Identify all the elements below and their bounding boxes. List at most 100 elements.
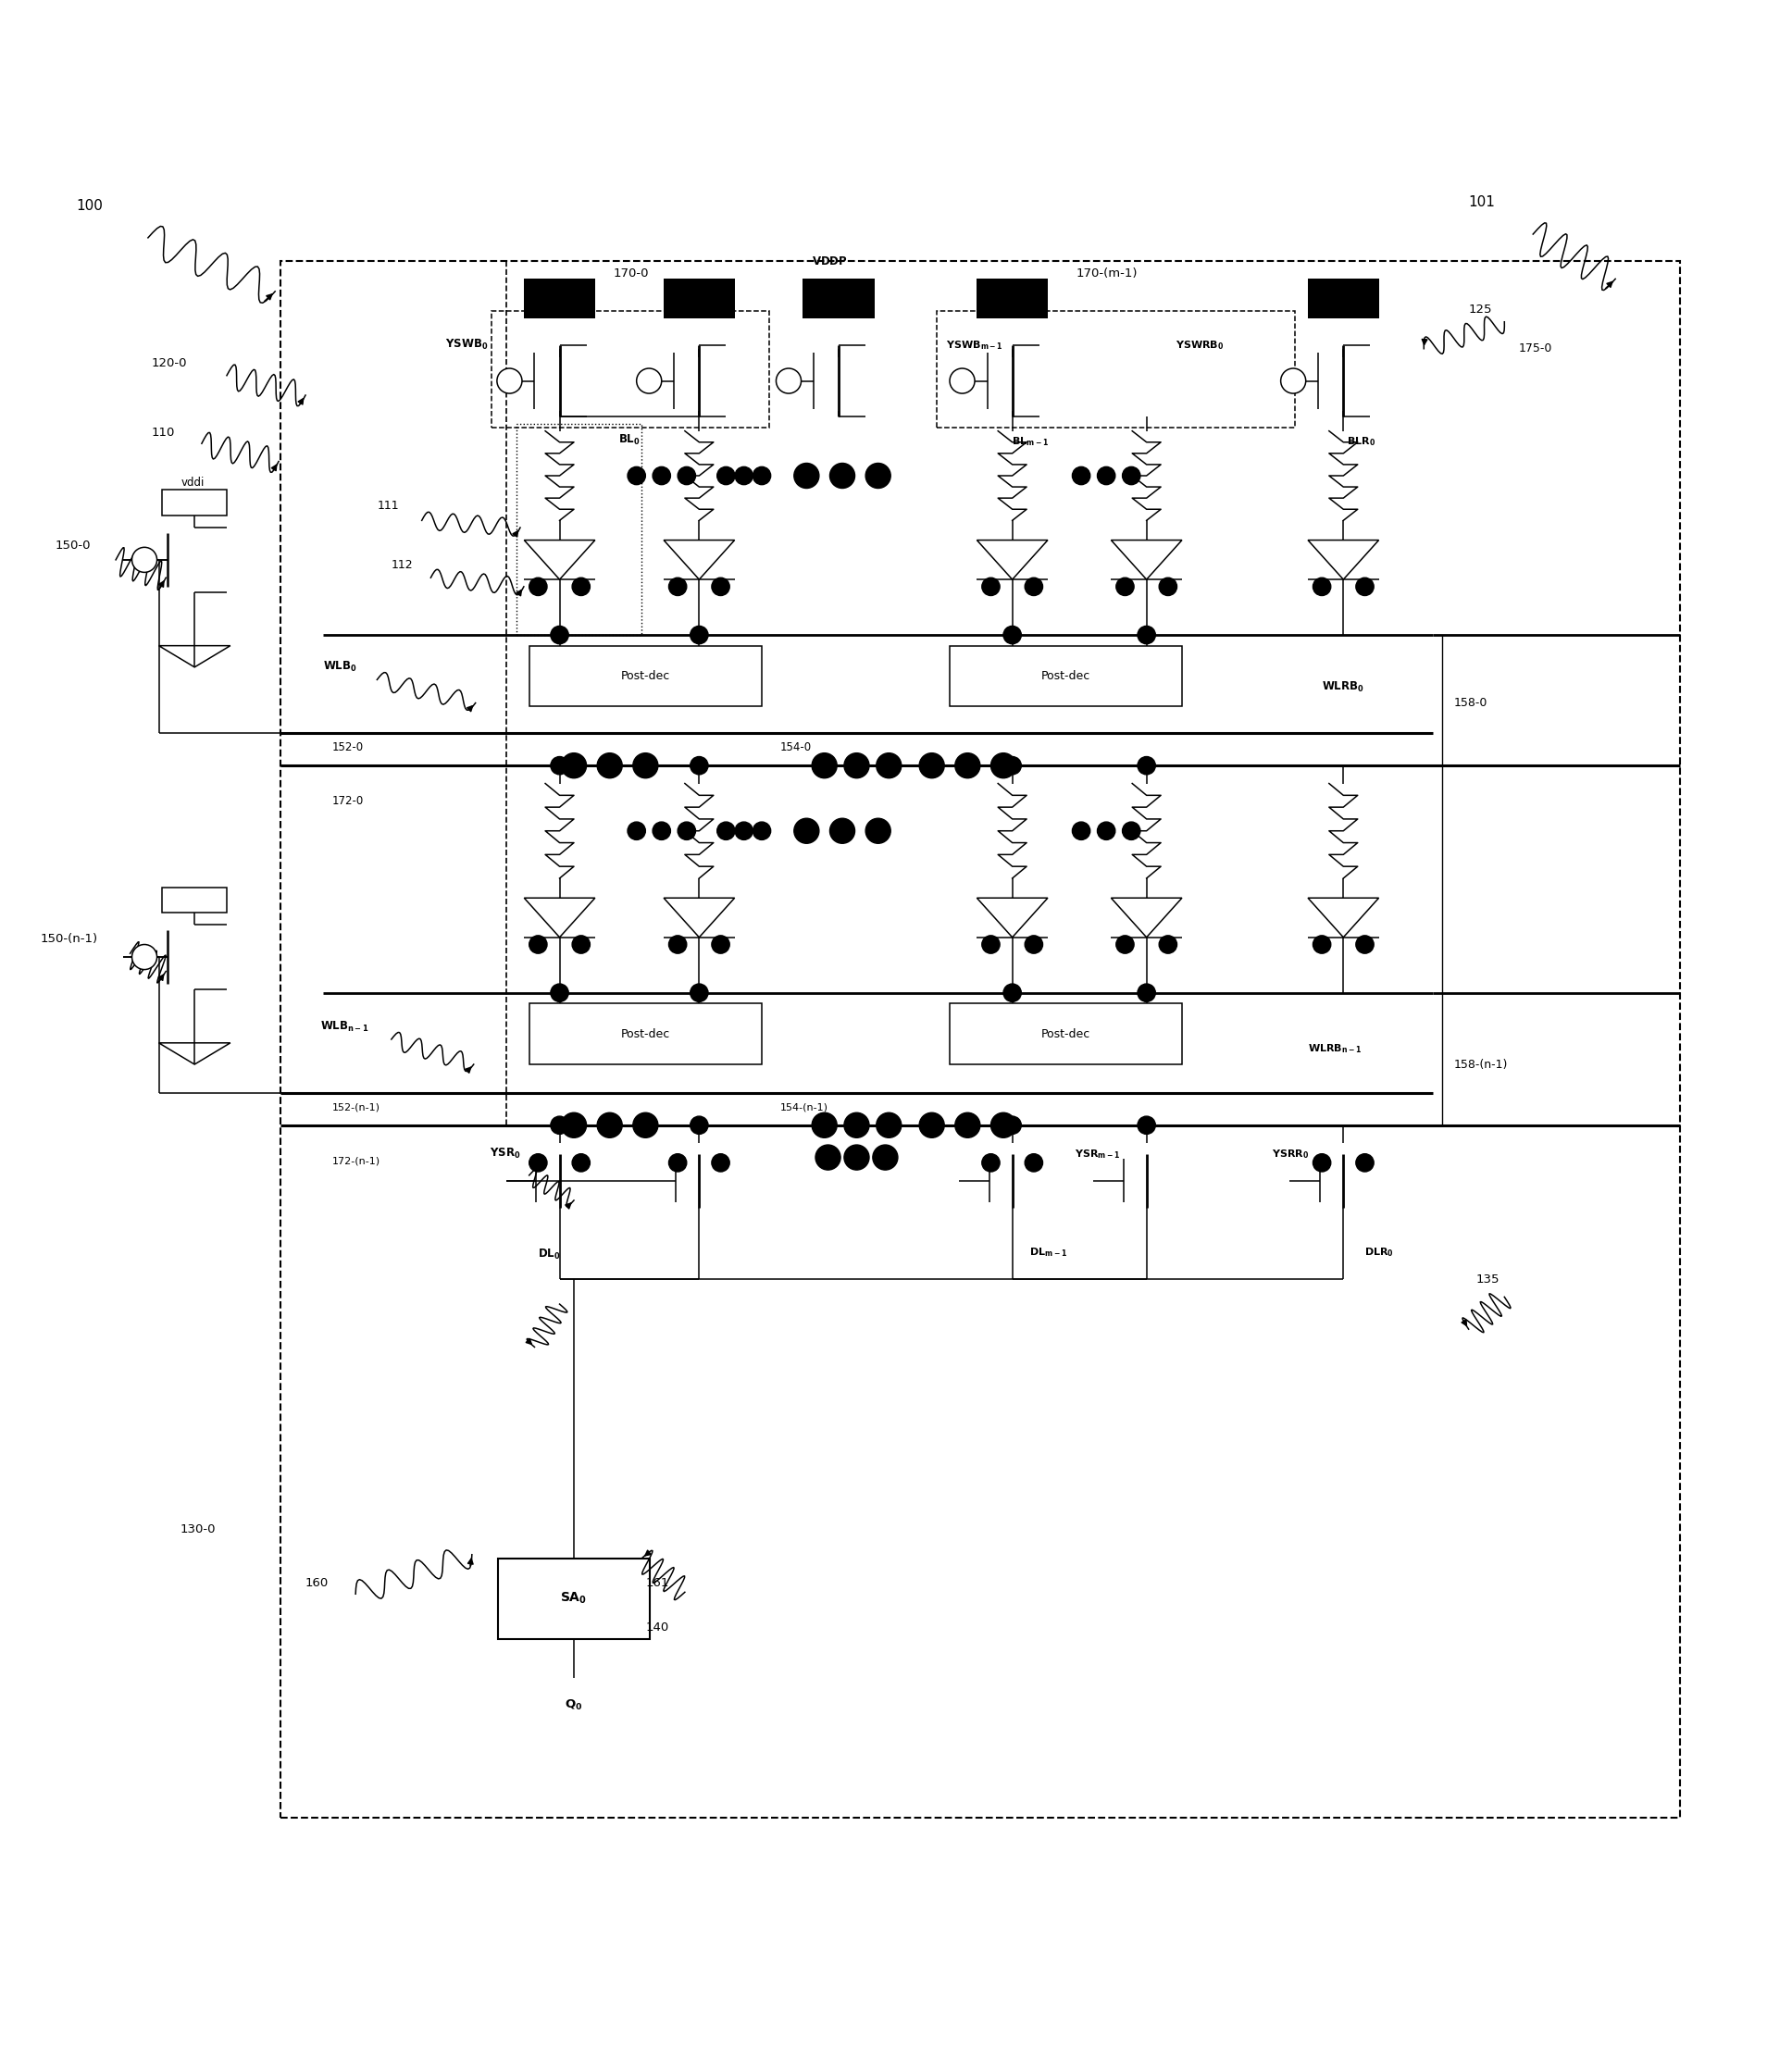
Circle shape xyxy=(652,467,670,484)
Text: $\bf{BL_0}$: $\bf{BL_0}$ xyxy=(618,433,640,447)
Text: $\bf{WLRB_0}$: $\bf{WLRB_0}$ xyxy=(1322,681,1364,693)
Bar xyxy=(516,424,642,636)
Text: $\bf{YSWB_0}$: $\bf{YSWB_0}$ xyxy=(444,338,487,353)
Circle shape xyxy=(597,752,622,779)
Circle shape xyxy=(711,578,729,597)
Circle shape xyxy=(982,935,1000,953)
Text: vddi: vddi xyxy=(181,478,204,488)
Bar xyxy=(803,279,874,318)
Circle shape xyxy=(550,984,568,1002)
Circle shape xyxy=(668,935,686,953)
Text: $\bf{BLR_0}$: $\bf{BLR_0}$ xyxy=(1348,435,1376,449)
Circle shape xyxy=(550,1117,568,1134)
Circle shape xyxy=(1122,467,1140,484)
Text: 158-(n-1): 158-(n-1) xyxy=(1455,1058,1509,1070)
Circle shape xyxy=(572,935,590,953)
Circle shape xyxy=(753,467,771,484)
Circle shape xyxy=(1097,467,1115,484)
Circle shape xyxy=(1357,1154,1374,1173)
Circle shape xyxy=(950,369,975,394)
Text: $\bf{WLRB_{n-1}}$: $\bf{WLRB_{n-1}}$ xyxy=(1308,1041,1362,1054)
Circle shape xyxy=(982,578,1000,597)
Text: 120-0: 120-0 xyxy=(152,357,186,369)
Circle shape xyxy=(133,945,158,970)
Circle shape xyxy=(633,1113,658,1138)
Bar xyxy=(523,279,595,318)
Text: 172-0: 172-0 xyxy=(332,795,364,808)
Text: $\bf{DL_0}$: $\bf{DL_0}$ xyxy=(538,1246,561,1261)
Bar xyxy=(498,1558,650,1638)
Text: 160: 160 xyxy=(305,1576,330,1589)
Text: 140: 140 xyxy=(645,1622,668,1634)
Circle shape xyxy=(1004,1117,1021,1134)
Text: $\bf{YSRR_0}$: $\bf{YSRR_0}$ xyxy=(1272,1148,1310,1160)
Bar xyxy=(950,646,1183,707)
Circle shape xyxy=(668,578,686,597)
Text: 170-(m-1): 170-(m-1) xyxy=(1077,266,1138,279)
Circle shape xyxy=(982,1154,1000,1173)
Text: 125: 125 xyxy=(1469,303,1493,316)
Circle shape xyxy=(636,369,661,394)
Text: 150-0: 150-0 xyxy=(56,539,91,551)
Circle shape xyxy=(866,463,891,488)
Circle shape xyxy=(711,1154,729,1173)
Text: $\bf{DLR_0}$: $\bf{DLR_0}$ xyxy=(1364,1246,1394,1259)
Circle shape xyxy=(844,1113,869,1138)
Circle shape xyxy=(1138,984,1156,1002)
Circle shape xyxy=(1159,578,1177,597)
Text: 101: 101 xyxy=(1469,195,1495,209)
Text: 170-0: 170-0 xyxy=(613,266,649,279)
Text: $\bf{SA_0}$: $\bf{SA_0}$ xyxy=(561,1591,588,1605)
Circle shape xyxy=(690,625,708,644)
Circle shape xyxy=(690,756,708,775)
Text: 150-(n-1): 150-(n-1) xyxy=(41,933,99,945)
Circle shape xyxy=(1314,1154,1331,1173)
Text: $\bf{BL_{m-1}}$: $\bf{BL_{m-1}}$ xyxy=(1012,435,1048,449)
Text: $\bf{YSR_0}$: $\bf{YSR_0}$ xyxy=(489,1146,521,1160)
Bar xyxy=(163,490,228,515)
Circle shape xyxy=(1138,625,1156,644)
Circle shape xyxy=(717,822,735,840)
Text: $\bf{YSR_{m-1}}$: $\bf{YSR_{m-1}}$ xyxy=(1075,1148,1120,1160)
Text: 152-(n-1): 152-(n-1) xyxy=(332,1103,380,1111)
Text: 175-0: 175-0 xyxy=(1520,342,1552,355)
Circle shape xyxy=(1357,578,1374,597)
Circle shape xyxy=(753,822,771,840)
Text: 154-0: 154-0 xyxy=(780,742,812,754)
Circle shape xyxy=(633,752,658,779)
Text: $\bf{WLB_0}$: $\bf{WLB_0}$ xyxy=(323,660,357,674)
Circle shape xyxy=(1314,578,1331,597)
Text: 135: 135 xyxy=(1477,1273,1500,1285)
Circle shape xyxy=(597,1113,622,1138)
Circle shape xyxy=(812,752,837,779)
Circle shape xyxy=(1004,984,1021,1002)
Circle shape xyxy=(496,369,521,394)
Circle shape xyxy=(991,752,1016,779)
Circle shape xyxy=(1025,1154,1043,1173)
Circle shape xyxy=(690,984,708,1002)
Circle shape xyxy=(133,547,158,572)
Circle shape xyxy=(844,1144,869,1171)
Circle shape xyxy=(830,818,855,843)
Text: Post-dec: Post-dec xyxy=(620,1027,670,1039)
Circle shape xyxy=(1314,935,1331,953)
Bar xyxy=(280,260,1679,1818)
Text: 152-0: 152-0 xyxy=(332,742,364,754)
Circle shape xyxy=(529,935,547,953)
Text: $\bf{WLB_{n-1}}$: $\bf{WLB_{n-1}}$ xyxy=(319,1019,369,1033)
Circle shape xyxy=(919,1113,944,1138)
Circle shape xyxy=(677,822,695,840)
Circle shape xyxy=(1116,578,1134,597)
Circle shape xyxy=(1004,756,1021,775)
Text: $\bf{Q_0}$: $\bf{Q_0}$ xyxy=(564,1697,582,1712)
Text: $\bf{YSWB_{m-1}}$: $\bf{YSWB_{m-1}}$ xyxy=(946,338,1004,351)
Bar xyxy=(163,888,228,912)
Bar xyxy=(977,279,1048,318)
Circle shape xyxy=(529,578,547,597)
Circle shape xyxy=(794,463,819,488)
Circle shape xyxy=(1025,578,1043,597)
Circle shape xyxy=(876,752,901,779)
Text: 158-0: 158-0 xyxy=(1455,697,1487,709)
Circle shape xyxy=(919,752,944,779)
Bar xyxy=(950,1004,1183,1064)
